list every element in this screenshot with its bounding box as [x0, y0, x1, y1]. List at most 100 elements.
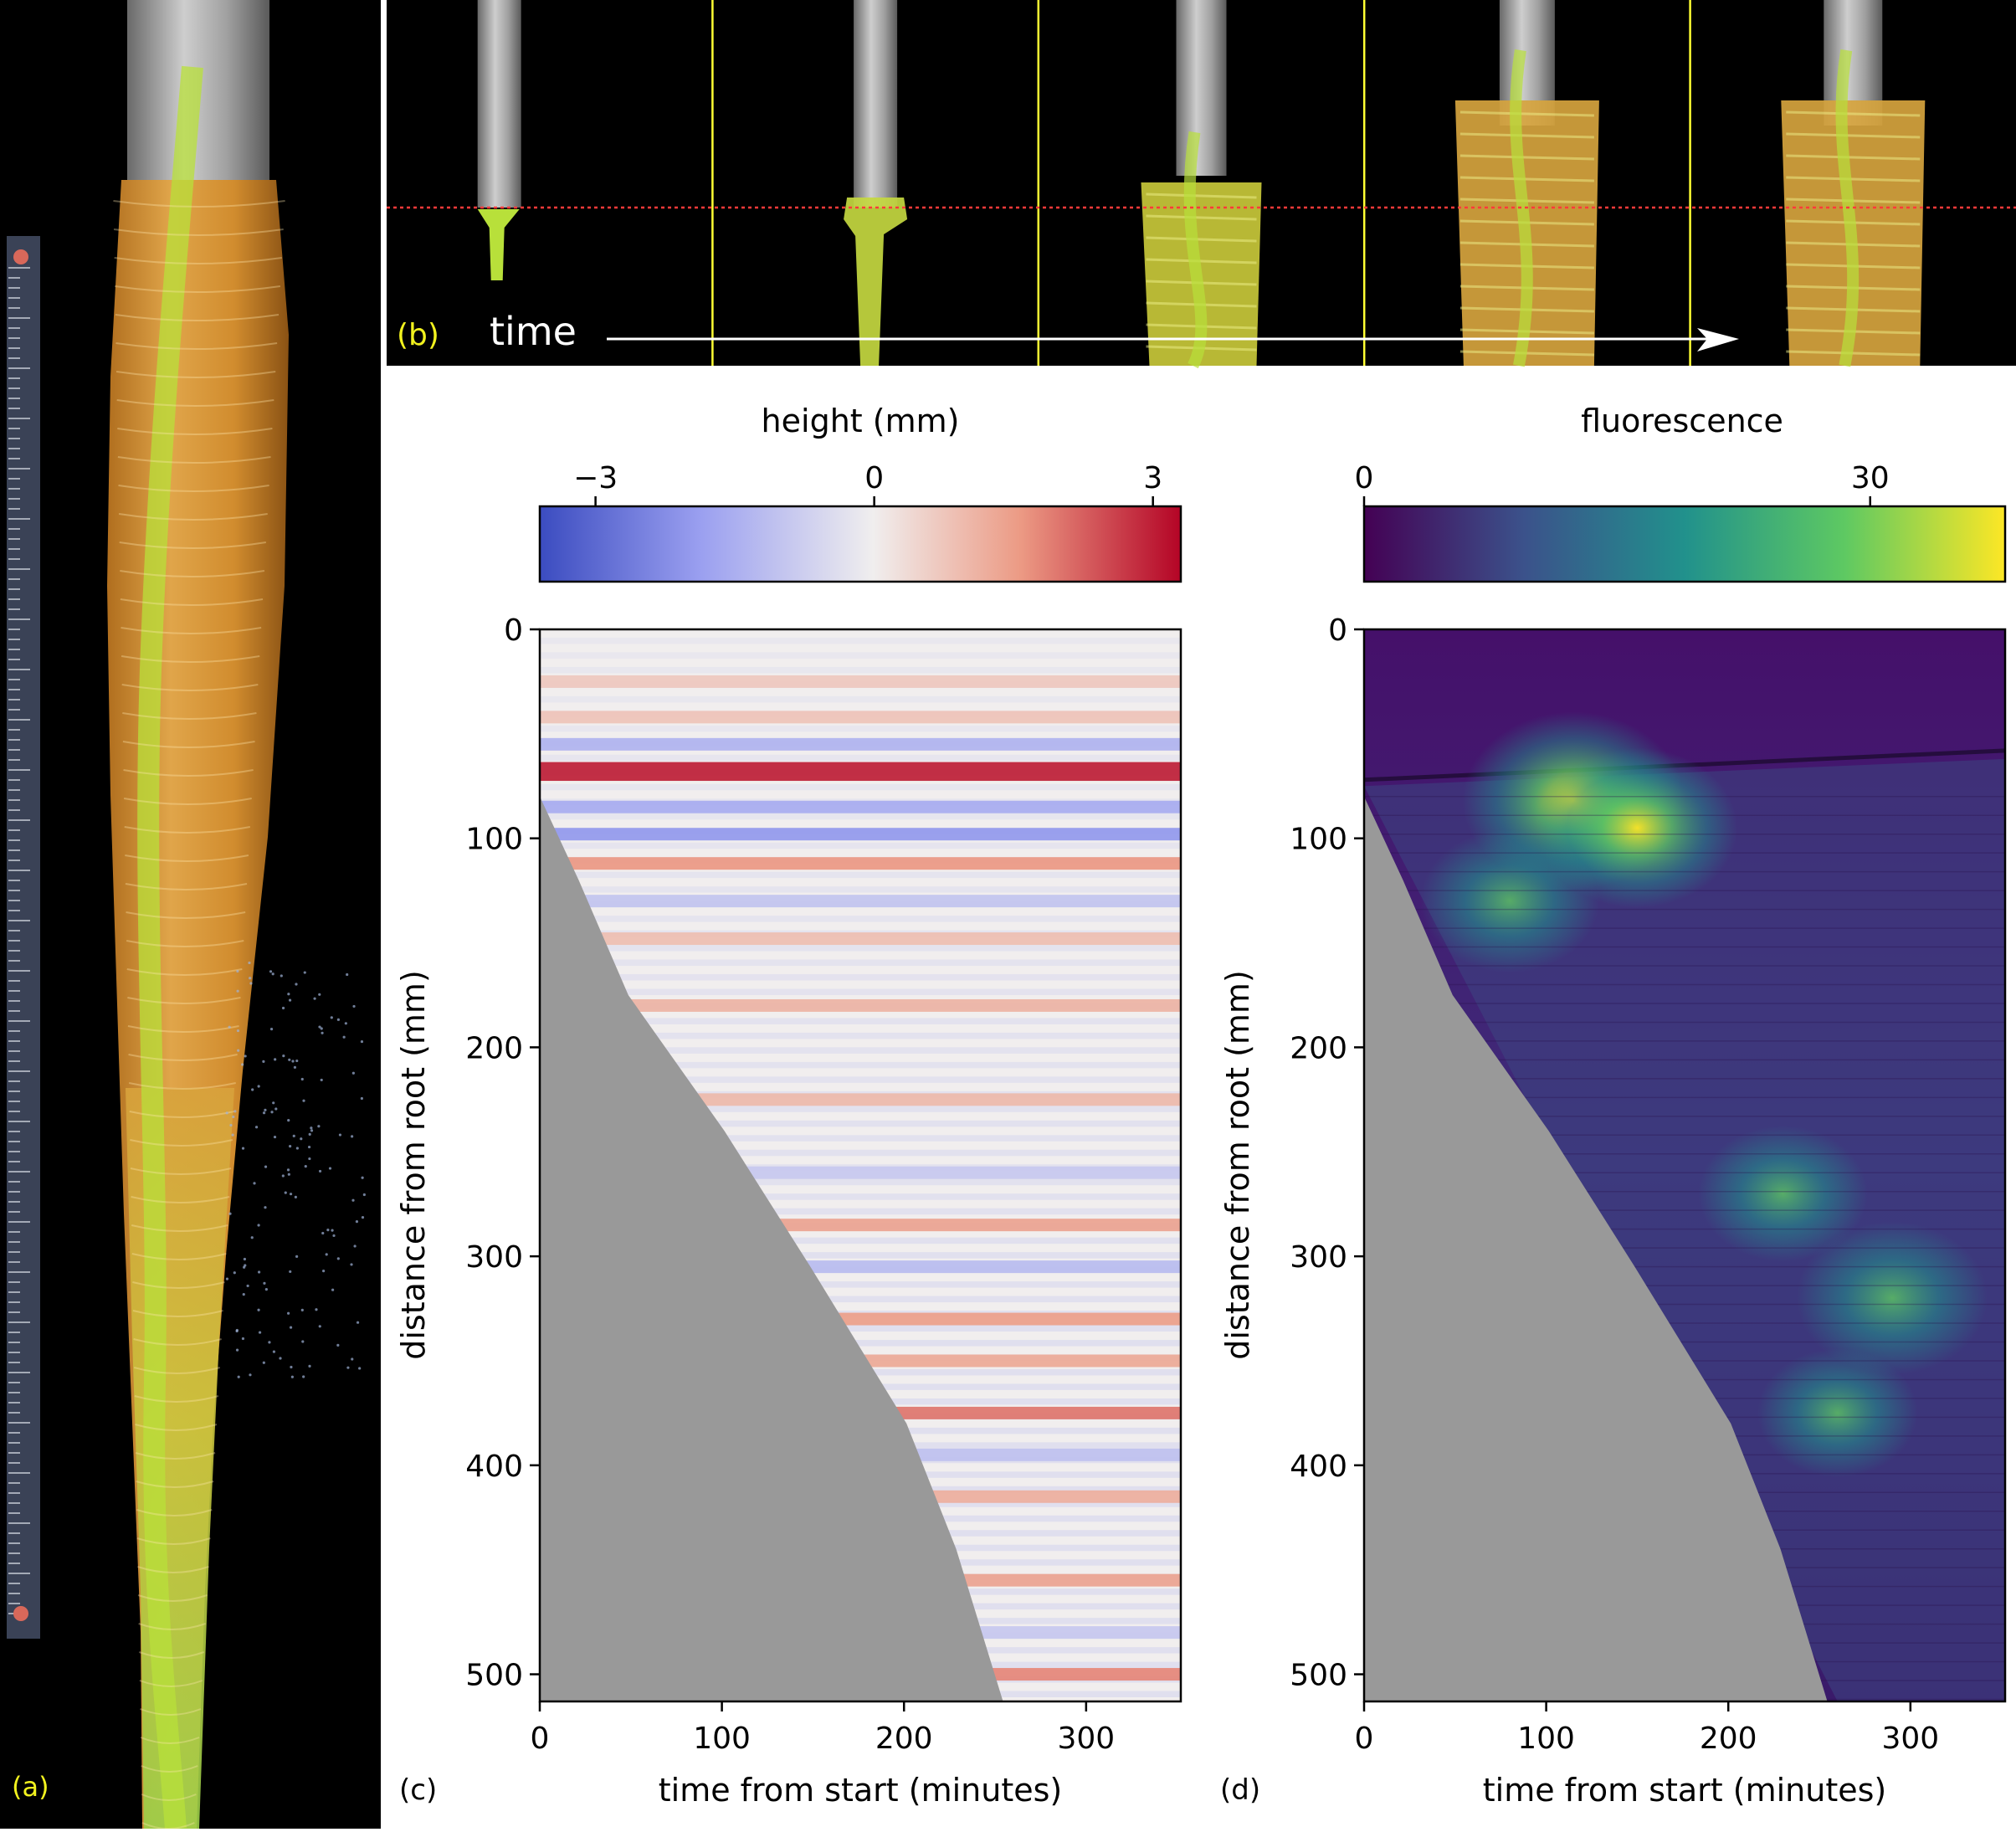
spray-dot [254, 1126, 259, 1129]
x-tick-label: 200 [875, 1722, 933, 1756]
spray-dot [232, 1115, 235, 1119]
spray-dot [318, 1025, 321, 1029]
icicle-ripple [121, 627, 262, 634]
frame-ripple [1786, 350, 1921, 357]
icicle-ripple [138, 1651, 205, 1659]
icicle-ripple [131, 1196, 230, 1203]
spray-dot [287, 1118, 290, 1122]
spray-dot [331, 1288, 335, 1291]
spray-dot [336, 1018, 340, 1021]
spray-dot [318, 1169, 322, 1173]
spray-dot [249, 982, 253, 985]
y-tick-label: 500 [1290, 1659, 1347, 1693]
spray-dot [225, 1277, 229, 1280]
spray-dot [346, 1366, 350, 1369]
spray-dot [362, 1193, 366, 1197]
spray-dot [338, 1133, 342, 1137]
spray-dot [301, 1340, 305, 1343]
icicle-ripple [115, 371, 276, 378]
xlabel-c: time from start (minutes) [659, 1772, 1063, 1809]
spray-dot [282, 1055, 285, 1058]
spray-dot [233, 1271, 236, 1275]
icicle-ripple [122, 741, 255, 748]
spray-dot [351, 1071, 355, 1075]
spray-dot [336, 1343, 340, 1347]
spray-dot [241, 1337, 245, 1341]
spray-dot [351, 1135, 354, 1138]
spray-dot [241, 1063, 244, 1066]
height-band-faint [540, 725, 1181, 732]
spray-dot [262, 1361, 265, 1364]
height-band-faint [540, 1237, 1181, 1244]
frame-ripple [1146, 236, 1257, 243]
icicle-ripple [115, 314, 280, 321]
spray-dot [361, 1215, 365, 1219]
spray-dot [356, 1321, 360, 1324]
frame-ripple [1786, 154, 1921, 161]
spray-dot [328, 1167, 332, 1170]
spray-dot [271, 972, 274, 976]
icicle-ripple [127, 1025, 239, 1033]
spray-dot [360, 1039, 364, 1044]
height-band-faint [540, 1032, 1181, 1039]
time-frame [477, 0, 521, 280]
y-tick-label: 400 [1290, 1450, 1347, 1484]
spray-dot [322, 1270, 326, 1273]
spray-dot [290, 1375, 294, 1378]
spray-dot [304, 1165, 307, 1168]
frame-ripple [1459, 154, 1594, 161]
fluorescence-hotspot [1698, 1126, 1868, 1262]
spray-dot [350, 1263, 353, 1266]
frame-ripple [1459, 350, 1594, 357]
icicle-ripple [121, 684, 259, 691]
spray-dot [231, 1133, 234, 1137]
colorbar-tick-label: 0 [864, 461, 884, 495]
y-tick-label: 100 [465, 823, 523, 857]
spray-dot [302, 1099, 305, 1102]
spray-dot [317, 1125, 321, 1128]
height-band-faint [540, 813, 1181, 820]
height-band [540, 737, 1181, 751]
spray-dot [268, 1341, 271, 1344]
height-band-faint [540, 1018, 1181, 1024]
spray-dot [326, 1228, 330, 1232]
spray-dot [336, 1257, 340, 1260]
icicle-ripple [128, 1082, 236, 1090]
y-tick-label: 0 [1328, 613, 1347, 648]
spray-dot [295, 1147, 299, 1150]
spray-dot [358, 1367, 362, 1370]
icicle-ripple [114, 257, 282, 264]
frame-glass-rod [854, 0, 898, 208]
spray-dot [288, 1058, 291, 1061]
spray-dot [264, 1206, 267, 1209]
icicle-ripple [136, 1537, 211, 1545]
spray-dot [310, 1129, 314, 1132]
height-band-faint [540, 945, 1181, 952]
spray-dot [236, 1029, 240, 1033]
height-band-faint [540, 1208, 1181, 1215]
height-band [540, 932, 1181, 946]
spray-dot [244, 1055, 247, 1058]
height-band-faint [540, 783, 1181, 791]
spray-dot [351, 1198, 355, 1202]
height-band-faint [540, 988, 1181, 995]
icicle-ripple [139, 1680, 203, 1687]
spray-dot [253, 1182, 256, 1185]
x-tick-label: 0 [531, 1722, 550, 1756]
icicle-ripple [134, 1395, 219, 1403]
height-band-faint [540, 1193, 1181, 1200]
frame-ripple [1146, 192, 1257, 199]
spray-dot [307, 1145, 311, 1149]
height-band [540, 828, 1181, 841]
spray-dot [355, 1220, 359, 1224]
spray-dot [281, 1174, 285, 1178]
spray-dot [330, 1016, 333, 1019]
heatmap-c [540, 629, 1181, 1701]
spray-dot [264, 1108, 267, 1111]
spray-dot [290, 1365, 293, 1369]
y-tick-label: 100 [1290, 823, 1347, 857]
icicle-ripple [131, 1224, 228, 1232]
icicle-ripple [141, 1794, 197, 1801]
spray-dot [308, 1364, 311, 1368]
height-band-faint [540, 637, 1181, 644]
